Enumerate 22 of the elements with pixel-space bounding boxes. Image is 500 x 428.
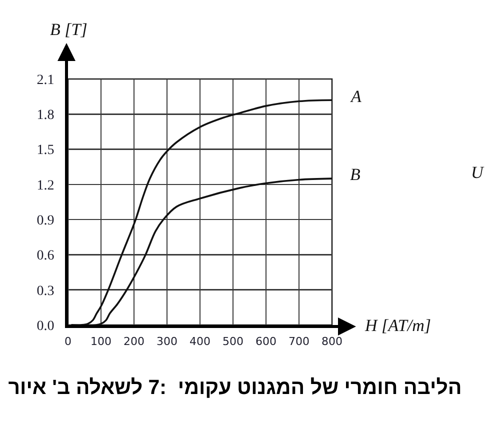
x-tick-label: 400 [190,335,210,348]
x-tick-label: 100 [90,335,112,348]
x-tick-label: 0 [64,335,72,348]
y-tick-label: 2.1 [36,72,54,88]
x-tick-label: 500 [222,335,244,348]
y-tick-label: 1.5 [36,143,54,158]
y-tick-label: 0.0 [36,318,54,334]
text: U [471,163,485,182]
y-tick-label: 0.3 [36,284,54,299]
series-label: A [350,87,362,106]
x-tick-label: 200 [124,335,144,348]
y-tick-label: 0.9 [36,213,54,228]
x-tick-label: 300 [156,335,178,348]
y-axis-title: B [T] [50,20,88,39]
y-tick-label: 1.2 [36,178,54,194]
series-label: B [350,165,361,184]
x-tick-label: 800 [322,335,342,348]
x-tick-label: 700 [288,335,310,348]
y-tick-label: 1.8 [36,108,54,124]
x-tick-label: 600 [256,335,276,348]
y-tick-label: 0.6 [36,248,54,264]
x-axis-title: H [AT/m] [364,316,431,335]
